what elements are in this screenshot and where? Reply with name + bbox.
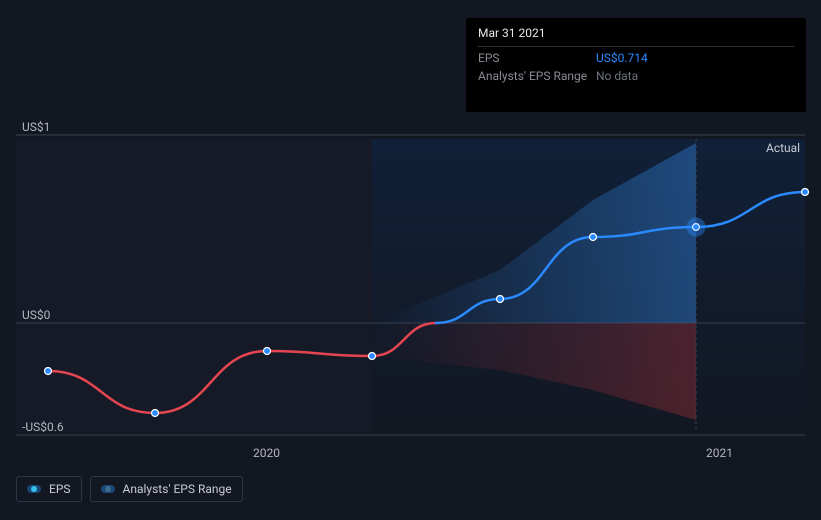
legend-item-eps[interactable]: EPS	[16, 476, 82, 502]
legend-label-eps: EPS	[49, 482, 71, 496]
chart-legend: EPS Analysts' EPS Range	[16, 476, 243, 502]
x-tick-label-0: 2020	[253, 446, 280, 460]
y-tick-label-1: US$0	[22, 308, 50, 322]
tooltip-row-eps: EPS US$0.714	[478, 47, 794, 65]
region-label-actual: Actual	[766, 141, 800, 155]
tooltip-label-eps: EPS	[478, 51, 596, 65]
legend-dot-icon	[31, 486, 37, 492]
chart-container: US$1 US$0 -US$0.6 2020 2021 Actual Mar 3…	[0, 0, 821, 520]
legend-dot-icon	[105, 486, 111, 492]
tooltip-date: Mar 31 2021	[478, 26, 794, 47]
tooltip-row-range: Analysts' EPS Range No data	[478, 65, 794, 83]
tooltip-label-range: Analysts' EPS Range	[478, 69, 596, 83]
legend-label-range: Analysts' EPS Range	[123, 482, 232, 496]
legend-item-range[interactable]: Analysts' EPS Range	[90, 476, 243, 502]
chart-tooltip: Mar 31 2021 EPS US$0.714 Analysts' EPS R…	[466, 18, 806, 112]
y-tick-label-0: US$1	[22, 120, 50, 134]
legend-swatch-range	[101, 485, 115, 493]
tooltip-value-eps: US$0.714	[596, 51, 648, 65]
x-tick-label-1: 2021	[706, 446, 733, 460]
tooltip-value-range: No data	[596, 69, 638, 83]
y-tick-label-2: -US$0.6	[22, 420, 64, 434]
legend-swatch-eps	[27, 485, 41, 493]
